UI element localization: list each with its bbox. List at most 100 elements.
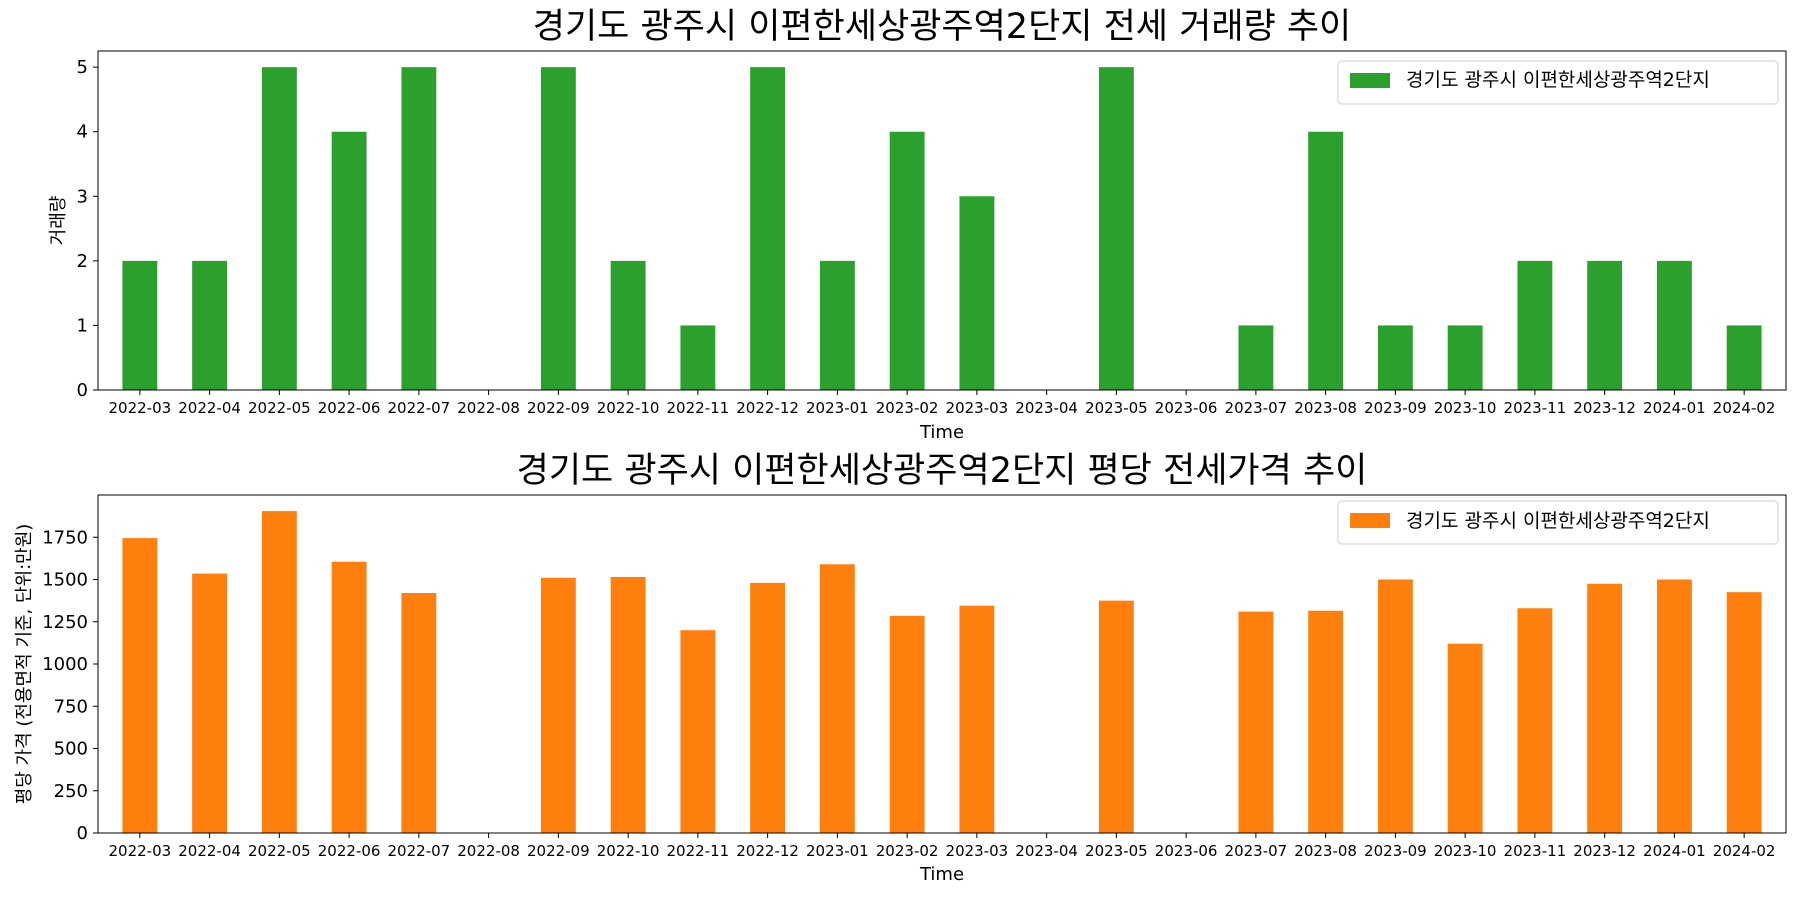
bar-2023-12 xyxy=(1587,583,1623,833)
x-tick-label: 2024-01 xyxy=(1643,842,1706,860)
bar-2024-02 xyxy=(1726,325,1762,390)
x-tick-label: 2023-06 xyxy=(1155,399,1218,417)
legend-swatch xyxy=(1350,513,1390,528)
x-tick-label: 2023-09 xyxy=(1364,399,1427,417)
legend-box xyxy=(1337,60,1779,105)
x-tick-label: 2024-02 xyxy=(1713,842,1776,860)
legend-swatch xyxy=(1350,73,1390,88)
bar-2022-07 xyxy=(401,593,437,833)
x-tick-label: 2022-10 xyxy=(597,399,660,417)
y-tick-label: 5 xyxy=(77,57,88,78)
x-tick-label: 2023-01 xyxy=(806,399,869,417)
bar-2022-12 xyxy=(750,582,786,833)
x-tick-label: 2022-12 xyxy=(736,399,799,417)
bars xyxy=(122,67,1762,390)
bar-2023-11 xyxy=(1517,608,1553,833)
bar-2023-07 xyxy=(1238,325,1274,390)
x-tick-label: 2023-02 xyxy=(876,842,939,860)
bars xyxy=(122,511,1762,834)
x-tick-label: 2023-04 xyxy=(1015,399,1078,417)
legend-entry: 경기도 광주시 이편한세상광주역2단지 xyxy=(1406,510,1710,532)
x-tick-label: 2023-11 xyxy=(1504,842,1567,860)
x-tick-label: 2023-04 xyxy=(1015,842,1078,860)
bar-2023-10 xyxy=(1447,643,1483,833)
x-tick-label: 2022-10 xyxy=(597,842,660,860)
bar-2022-12 xyxy=(750,67,786,390)
x-tick-label: 2022-03 xyxy=(109,842,172,860)
bar-2023-08 xyxy=(1308,131,1344,390)
legend: 경기도 광주시 이편한세상광주역2단지 xyxy=(1337,60,1779,105)
bar-2023-11 xyxy=(1517,260,1553,390)
legend-entry: 경기도 광주시 이편한세상광주역2단지 xyxy=(1406,69,1710,91)
y-tick-label: 1000 xyxy=(42,654,88,675)
x-tick-label: 2022-05 xyxy=(248,399,311,417)
bar-2023-05 xyxy=(1098,600,1134,834)
x-tick-label: 2023-03 xyxy=(946,399,1009,417)
bar-2023-03 xyxy=(959,605,995,833)
bar-2024-01 xyxy=(1656,579,1692,833)
bar-2022-04 xyxy=(192,573,228,833)
x-tick-label: 2022-08 xyxy=(457,399,520,417)
bar-2022-03 xyxy=(122,260,158,390)
x-tick-label: 2022-08 xyxy=(457,842,520,860)
bar-2023-05 xyxy=(1098,67,1134,390)
x-axis-label: Time xyxy=(919,864,964,885)
bar-2023-01 xyxy=(819,260,855,390)
bar-2022-06 xyxy=(331,131,367,390)
x-tick-label: 2022-07 xyxy=(388,399,451,417)
bar-2022-05 xyxy=(261,67,297,390)
x-tick-label: 2022-11 xyxy=(667,399,730,417)
bar-2023-08 xyxy=(1308,610,1344,833)
x-tick-label: 2023-07 xyxy=(1225,399,1288,417)
chart-price: 경기도 광주시 이편한세상광주역2단지 평당 전세가격 추이 2022-03 20… xyxy=(14,451,1787,885)
y-axis-ticks: 0 1 2 3 4 5 xyxy=(77,57,98,401)
y-tick-label: 250 xyxy=(54,781,88,802)
y-tick-label: 4 xyxy=(77,122,88,143)
x-tick-label: 2024-02 xyxy=(1713,399,1776,417)
bar-2022-11 xyxy=(680,325,716,390)
y-tick-label: 1500 xyxy=(42,570,88,591)
x-tick-label: 2023-05 xyxy=(1085,842,1148,860)
x-tick-label: 2022-06 xyxy=(318,842,381,860)
bar-2022-05 xyxy=(261,511,297,833)
x-tick-label: 2023-02 xyxy=(876,399,939,417)
x-tick-label: 2024-01 xyxy=(1643,399,1706,417)
legend-box xyxy=(1337,500,1779,545)
bar-2022-03 xyxy=(122,538,158,833)
y-tick-label: 0 xyxy=(77,380,88,401)
y-tick-label: 1250 xyxy=(42,612,88,633)
x-tick-label: 2023-07 xyxy=(1225,842,1288,860)
x-tick-label: 2023-06 xyxy=(1155,842,1218,860)
y-tick-label: 3 xyxy=(77,186,88,207)
x-axis-ticks: 2022-03 2022-04 2022-05 2022-06 2022-07 2022-… xyxy=(109,833,1776,860)
bar-2022-06 xyxy=(331,561,367,833)
chart-title: 경기도 광주시 이편한세상광주역2단지 전세 거래량 추이 xyxy=(533,7,1352,47)
bar-2022-04 xyxy=(192,260,228,390)
x-axis-ticks: 2022-03 2022-04 2022-05 2022-06 2022-07 2022-… xyxy=(109,390,1776,417)
x-tick-label: 2023-03 xyxy=(946,842,1009,860)
y-tick-label: 750 xyxy=(54,696,88,717)
x-tick-label: 2023-01 xyxy=(806,842,869,860)
x-tick-label: 2023-05 xyxy=(1085,399,1148,417)
x-axis-label: Time xyxy=(919,422,964,443)
legend: 경기도 광주시 이편한세상광주역2단지 xyxy=(1337,500,1779,545)
x-tick-label: 2023-08 xyxy=(1294,842,1357,860)
bar-2022-07 xyxy=(401,67,437,390)
x-tick-label: 2023-11 xyxy=(1504,399,1567,417)
x-tick-label: 2022-04 xyxy=(178,399,241,417)
x-tick-label: 2022-11 xyxy=(667,842,730,860)
bar-2022-10 xyxy=(610,576,646,833)
bar-2023-07 xyxy=(1238,611,1274,833)
bar-2023-10 xyxy=(1447,325,1483,390)
x-tick-label: 2022-06 xyxy=(318,399,381,417)
bar-2022-09 xyxy=(540,67,576,390)
x-tick-label: 2022-05 xyxy=(248,842,311,860)
y-axis-label: 거래량 xyxy=(48,196,69,246)
x-tick-label: 2022-09 xyxy=(527,842,590,860)
bar-2023-03 xyxy=(959,196,995,390)
y-axis-label: 평당 가격 (전용면적 기준, 단위:만원) xyxy=(14,524,35,805)
x-tick-label: 2023-12 xyxy=(1573,399,1636,417)
x-tick-label: 2022-12 xyxy=(736,842,799,860)
